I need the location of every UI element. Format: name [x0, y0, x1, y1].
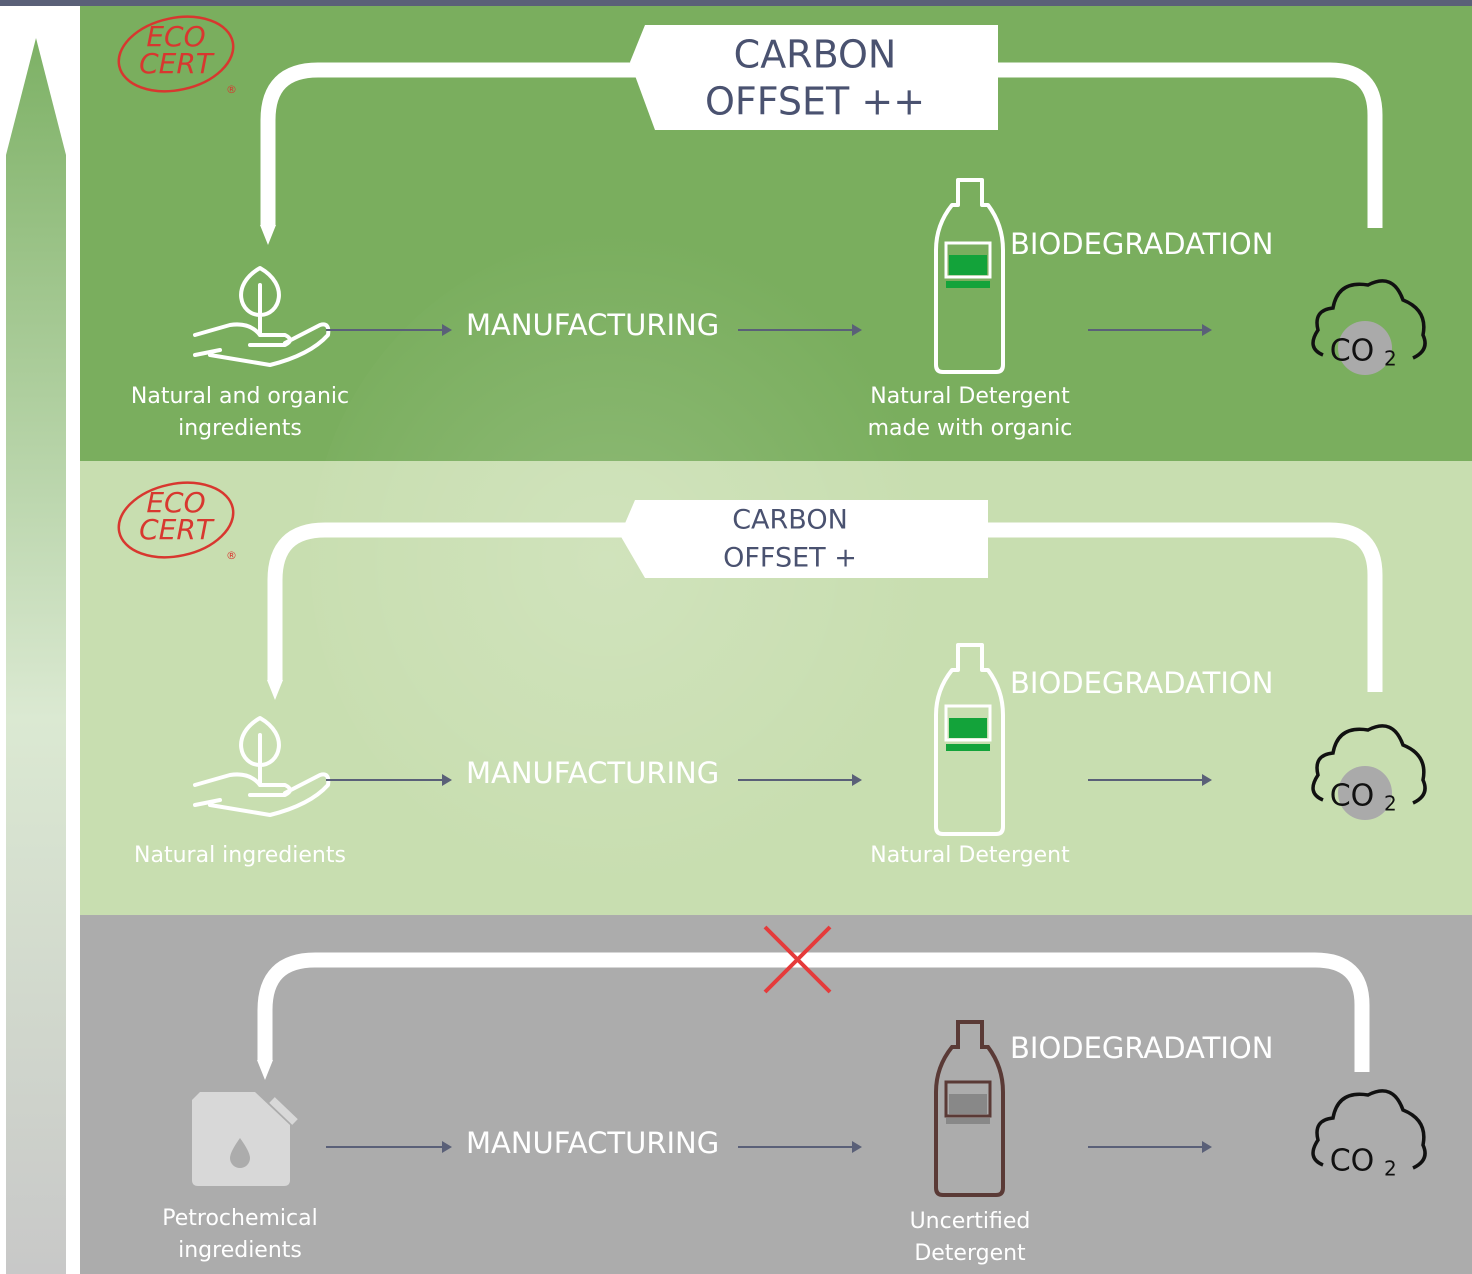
co2-sub: 2 [1384, 792, 1397, 816]
canister-icon [192, 1092, 295, 1186]
infographic: ECO CERT ® CARBON OFFSET ++ Natural and … [0, 0, 1472, 1274]
logo-line: CERT [139, 47, 215, 80]
product-label: Detergent [914, 1241, 1026, 1266]
source-label: Natural ingredients [134, 843, 346, 868]
scale-arrow [6, 38, 66, 1274]
co2-text: CO [1330, 1144, 1375, 1179]
co2-sub: 2 [1384, 347, 1397, 371]
product-label: made with organic [868, 416, 1073, 441]
product-label: Natural Detergent [870, 384, 1070, 409]
logo-mark: ® [226, 549, 237, 562]
source-label: Petrochemical [162, 1206, 317, 1231]
source-label: ingredients [178, 416, 302, 441]
end-process-label: BIODEGRADATION [1010, 666, 1273, 700]
product-label: Uncertified [910, 1209, 1031, 1234]
offset-label: CARBON [734, 33, 897, 77]
source-label: ingredients [178, 1238, 302, 1263]
source-label: Natural and organic [131, 384, 349, 409]
co2-text: CO [1330, 779, 1375, 814]
process-label: MANUFACTURING [466, 308, 719, 342]
offset-label: OFFSET ++ [705, 80, 925, 124]
offset-label: OFFSET + [723, 543, 857, 574]
logo-line: CERT [139, 513, 215, 546]
co2-sub: 2 [1384, 1157, 1397, 1181]
logo-mark: ® [226, 83, 237, 96]
offset-label: CARBON [732, 505, 848, 536]
co2-text: CO [1330, 334, 1375, 369]
product-label: Natural Detergent [870, 843, 1070, 868]
end-process-label: BIODEGRADATION [1010, 227, 1273, 261]
top-bar [0, 0, 1472, 6]
process-label: MANUFACTURING [466, 1126, 719, 1160]
end-process-label: BIODEGRADATION [1010, 1031, 1273, 1065]
process-label: MANUFACTURING [466, 756, 719, 790]
